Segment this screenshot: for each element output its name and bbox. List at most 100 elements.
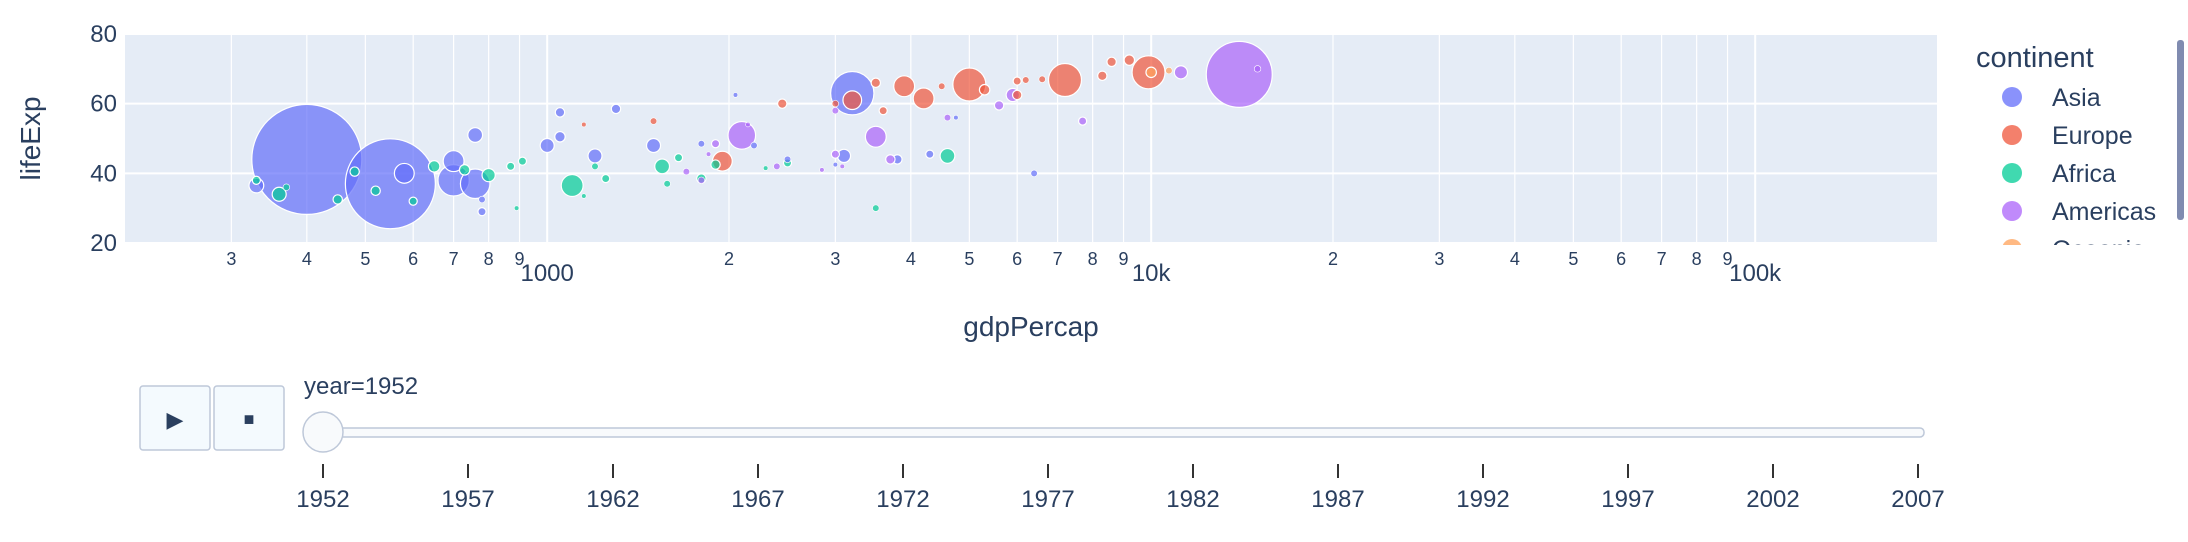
bubble-africa[interactable] (506, 161, 516, 172)
bubble-asia[interactable] (539, 137, 555, 154)
bubble-europe[interactable] (1022, 76, 1030, 84)
bubble-africa[interactable] (581, 193, 587, 199)
bubble-americas[interactable] (819, 167, 825, 173)
legend-item-europe[interactable]: Europe (2002, 122, 2133, 150)
bubble-europe[interactable] (776, 98, 788, 109)
bubble-americas[interactable] (710, 139, 721, 149)
bubble-africa[interactable] (517, 156, 528, 166)
bubble-africa[interactable] (763, 165, 769, 171)
plot-area[interactable] (125, 33, 1937, 244)
legend-scrollbar[interactable] (2177, 40, 2184, 220)
bubble-oceania[interactable] (1145, 66, 1157, 79)
bubble-americas[interactable] (727, 120, 757, 150)
bubble-asia[interactable] (251, 103, 363, 215)
bubble-europe[interactable] (1011, 89, 1023, 101)
bubble-americas[interactable] (830, 149, 840, 159)
bubble-asia[interactable] (587, 148, 603, 164)
bubble-asia[interactable] (477, 207, 487, 217)
legend-item-asia[interactable]: Asia (2002, 84, 2101, 112)
slider-rail[interactable] (308, 427, 1925, 438)
slider-tick-label[interactable]: 1992 (1456, 486, 1509, 513)
slider-tick-label[interactable]: 1952 (296, 486, 349, 513)
stop-button[interactable]: ■ (213, 385, 285, 451)
bubble-asia[interactable] (783, 155, 792, 163)
bubble-asia[interactable] (344, 138, 436, 230)
bubble-europe[interactable] (912, 87, 935, 110)
legend-item-oceania[interactable]: Oceania (2002, 236, 2145, 264)
bubble-africa[interactable] (663, 180, 671, 188)
bubble-asia[interactable] (554, 107, 566, 118)
bubble-africa[interactable] (251, 175, 262, 185)
bubble-europe[interactable] (878, 105, 888, 116)
slider-tick-label[interactable]: 1957 (441, 486, 494, 513)
bubble-africa[interactable] (481, 167, 496, 183)
bubble-africa[interactable] (654, 158, 671, 175)
bubble-africa[interactable] (601, 173, 611, 184)
play-button[interactable]: ▶ (139, 385, 211, 451)
bubble-africa[interactable] (370, 185, 381, 197)
bubble-europe[interactable] (1038, 75, 1046, 83)
slider-tick-label[interactable]: 1982 (1166, 486, 1219, 513)
legend-item-africa[interactable]: Africa (2002, 160, 2116, 188)
bubble-europe[interactable] (978, 83, 991, 96)
bubble-asia[interactable] (554, 130, 566, 143)
slider-tick-label[interactable]: 1967 (731, 486, 784, 513)
bubble-asia[interactable] (645, 137, 662, 154)
bubble-asia[interactable] (478, 195, 486, 204)
bubble-oceania[interactable] (1165, 66, 1173, 75)
bubble-africa[interactable] (513, 205, 520, 211)
bubble-africa[interactable] (458, 164, 471, 176)
bubble-asia[interactable] (953, 114, 959, 121)
bubble-americas[interactable] (864, 125, 887, 148)
bubble-europe[interactable] (649, 117, 658, 125)
bubble-africa[interactable] (872, 204, 880, 212)
bubble-asia[interactable] (393, 162, 415, 184)
bubble-americas[interactable] (1173, 65, 1189, 80)
bubble-africa[interactable] (282, 183, 290, 191)
bubble-africa[interactable] (427, 160, 441, 173)
legend-item-americas[interactable]: Americas (2002, 198, 2156, 226)
bubble-europe[interactable] (1047, 62, 1083, 98)
bubble-asia[interactable] (732, 92, 739, 98)
bubble-asia[interactable] (442, 150, 465, 173)
slider-tick-label[interactable]: 1987 (1311, 486, 1364, 513)
bubble-americas[interactable] (773, 162, 781, 170)
slider-tick-label[interactable]: 1977 (1021, 486, 1074, 513)
bubble-americas[interactable] (993, 100, 1005, 111)
bubble-africa[interactable] (673, 153, 684, 163)
bubble-europe[interactable] (870, 77, 882, 89)
slider-tick-label[interactable]: 1997 (1601, 486, 1654, 513)
bubble-europe[interactable] (842, 90, 863, 111)
bubble-americas[interactable] (682, 167, 690, 176)
bubble-asia[interactable] (697, 140, 705, 148)
bubble-africa[interactable] (710, 159, 721, 170)
bubble-asia[interactable] (467, 127, 484, 143)
bubble-americas[interactable] (1253, 65, 1262, 73)
bubble-africa[interactable] (332, 194, 343, 205)
slider-tick-label[interactable]: 2002 (1746, 486, 1799, 513)
bubble-americas[interactable] (705, 151, 712, 157)
bubble-asia[interactable] (1030, 169, 1038, 177)
bubble-europe[interactable] (1106, 56, 1117, 68)
slider-tick-label[interactable]: 1972 (876, 486, 929, 513)
bubble-americas[interactable] (885, 154, 896, 165)
slider-tick-label[interactable]: 1962 (586, 486, 639, 513)
bubble-africa[interactable] (349, 166, 360, 177)
bubble-americas[interactable] (745, 121, 751, 128)
bubble-europe[interactable] (893, 75, 916, 98)
bubble-europe[interactable] (938, 82, 946, 90)
bubble-europe[interactable] (1012, 76, 1022, 86)
bubble-americas[interactable] (1077, 116, 1088, 126)
bubble-africa[interactable] (591, 162, 599, 170)
bubble-africa[interactable] (939, 147, 956, 164)
bubble-asia[interactable] (832, 161, 838, 168)
bubble-americas[interactable] (839, 163, 845, 169)
bubble-americas[interactable] (697, 176, 705, 184)
slider-tick-label[interactable]: 2007 (1891, 486, 1944, 513)
bubble-asia[interactable] (925, 149, 935, 159)
bubble-europe[interactable] (1097, 70, 1108, 82)
slider-handle[interactable] (302, 411, 344, 453)
bubble-asia[interactable] (610, 103, 622, 115)
bubble-africa[interactable] (408, 196, 418, 206)
bubble-europe[interactable] (952, 67, 987, 102)
